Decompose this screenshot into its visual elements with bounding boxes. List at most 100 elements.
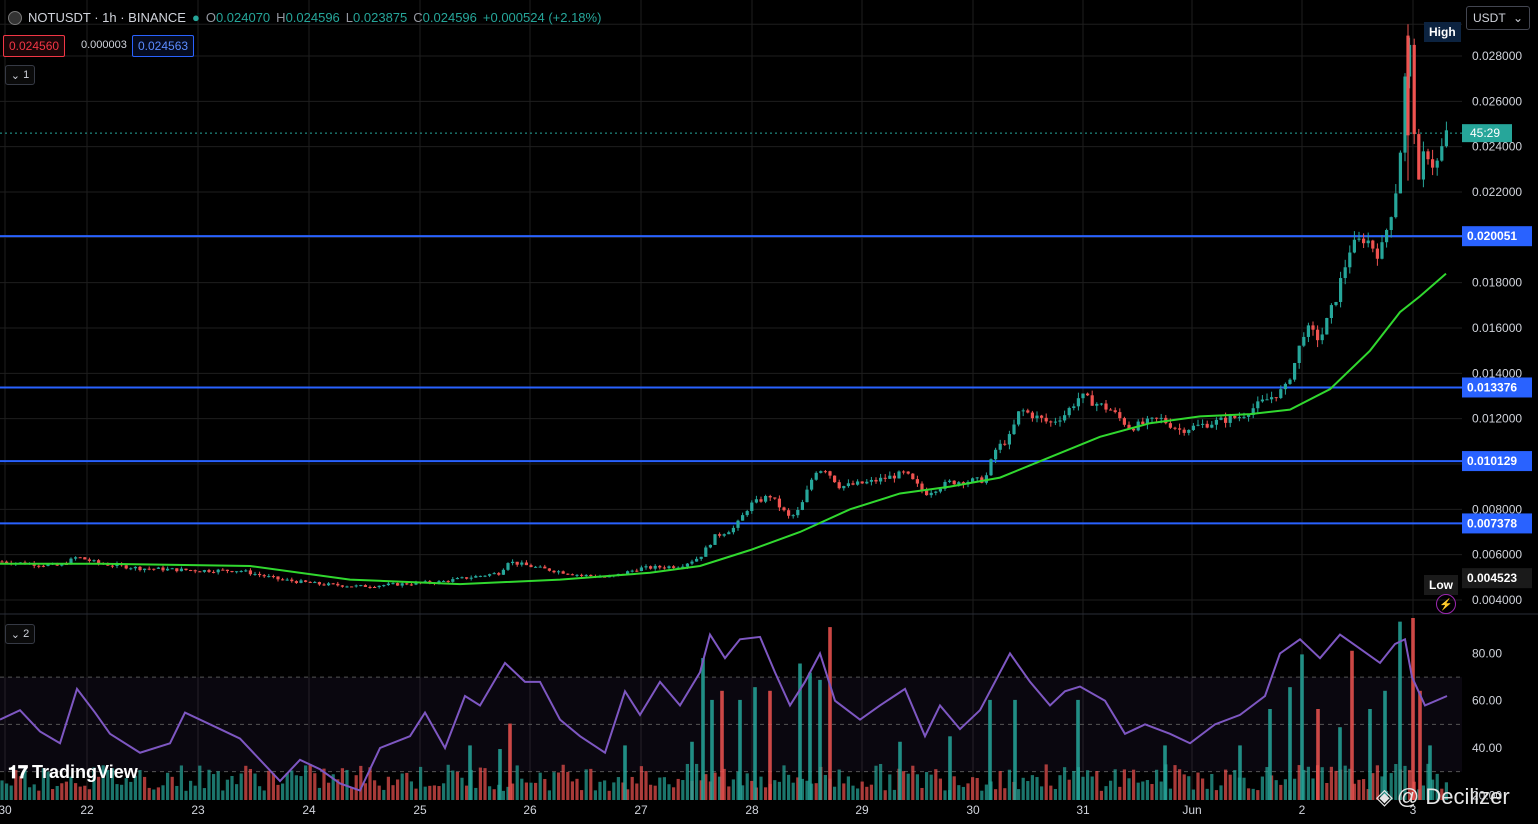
candle-body <box>906 471 910 474</box>
candle-body <box>1260 399 1264 402</box>
candle-body <box>814 472 818 480</box>
y-tick-label: 0.022000 <box>1472 185 1522 199</box>
candle-body <box>281 579 285 581</box>
candle-body <box>1380 242 1384 259</box>
volume-bar <box>902 771 906 800</box>
candle-body <box>1122 418 1126 425</box>
volume-bar <box>1168 788 1172 800</box>
volume-bar <box>906 773 910 800</box>
x-tick-label: 30 <box>966 803 980 817</box>
volume-bar <box>957 785 961 800</box>
volume-bar <box>736 771 740 800</box>
volume-bar <box>18 776 22 800</box>
volume-bar <box>166 772 170 800</box>
volume-bar <box>423 786 427 800</box>
volume-bar <box>1030 775 1034 800</box>
volume-bar <box>865 786 869 800</box>
tradingview-logo[interactable]: 𝟏𝟕 TradingView <box>8 762 138 783</box>
volume-bar <box>543 778 547 800</box>
volume-bar <box>1362 779 1366 800</box>
candle-body <box>336 583 340 586</box>
volume-bar <box>1145 780 1149 800</box>
volume-bar <box>87 789 91 800</box>
x-tick-label: 27 <box>634 803 648 817</box>
indicator-pane-toggle[interactable]: ⌄ 2 <box>5 624 35 644</box>
candle-body <box>515 561 519 565</box>
candle-body <box>897 471 901 479</box>
x-tick-label: 22 <box>80 803 94 817</box>
candle-body <box>271 576 275 578</box>
volume-bar <box>738 699 742 800</box>
volume-bar <box>285 773 289 800</box>
candle-body <box>1366 240 1370 244</box>
main-pane-toggle[interactable]: ⌄ 1 <box>5 65 35 85</box>
volume-bar <box>1178 769 1182 800</box>
watermark-text: @ Decilizer <box>1396 784 1510 809</box>
volume-bar <box>1058 775 1062 800</box>
volume-bar <box>1173 765 1177 800</box>
volume-bar <box>520 778 524 800</box>
volume-bar <box>808 672 812 800</box>
candle-body <box>1090 395 1094 406</box>
candle-body <box>350 586 354 588</box>
candle-body <box>731 527 735 533</box>
candle-body <box>1362 238 1366 244</box>
candle-body <box>865 481 869 484</box>
volume-bar <box>331 774 335 800</box>
volume-bar <box>405 772 409 800</box>
volume-bar <box>1306 766 1310 800</box>
x-tick-label: 31 <box>1076 803 1090 817</box>
volume-bar <box>363 783 367 800</box>
y-tick-label: 0.012000 <box>1472 412 1522 426</box>
volume-bar <box>465 785 469 800</box>
sell-price-button[interactable]: 0.024560 <box>3 35 66 57</box>
candle-body <box>1049 421 1053 423</box>
buy-price-button[interactable]: 0.024563 <box>132 35 195 57</box>
candle-body <box>1302 336 1306 346</box>
candle-body <box>837 482 841 489</box>
volume-bar <box>639 766 643 800</box>
low-label: Low <box>1424 575 1458 595</box>
candle-body <box>262 575 266 577</box>
volume-bar <box>1013 699 1017 800</box>
volume-bar <box>5 783 9 800</box>
candle-body <box>662 567 666 569</box>
candle-body <box>1109 409 1113 411</box>
candle-body <box>414 582 418 585</box>
candle-body <box>1081 393 1085 399</box>
candle-body <box>41 565 45 567</box>
candle-body <box>1021 410 1025 412</box>
candle-body <box>1251 408 1255 415</box>
lightning-icon[interactable]: ⚡ <box>1436 594 1456 614</box>
countdown-text: 45:29 <box>1470 126 1500 140</box>
volume-bar <box>1421 785 1425 800</box>
volume-bar <box>460 777 464 800</box>
volume-bar <box>823 774 827 800</box>
candle-body <box>644 566 648 568</box>
candle-body <box>1099 403 1103 405</box>
candle-body <box>764 496 768 502</box>
volume-bar <box>216 771 220 800</box>
candle-body <box>1012 424 1016 435</box>
volume-bar <box>685 763 689 800</box>
candle-body <box>639 567 643 571</box>
currency-selector[interactable]: USDT ⌄ <box>1466 6 1530 30</box>
candle-body <box>570 574 574 576</box>
volume-bar <box>129 781 133 800</box>
volume-bar <box>892 789 896 800</box>
candle-body <box>129 568 133 570</box>
volume-bar <box>1201 778 1205 800</box>
y-tick-label: 0.014000 <box>1472 366 1522 380</box>
volume-bar <box>1063 767 1067 800</box>
volume-bar <box>704 774 708 800</box>
candle-body <box>1044 417 1048 422</box>
volume-bar <box>267 770 271 800</box>
volume-bar <box>718 776 722 800</box>
symbol-title[interactable]: NOTUSDT · 1h · BINANCE <box>28 10 186 25</box>
candle-body <box>1406 35 1410 136</box>
level-price-tag <box>1462 377 1532 398</box>
candle-body <box>474 576 478 578</box>
volume-bar <box>1348 768 1352 800</box>
candle-body <box>267 576 271 578</box>
